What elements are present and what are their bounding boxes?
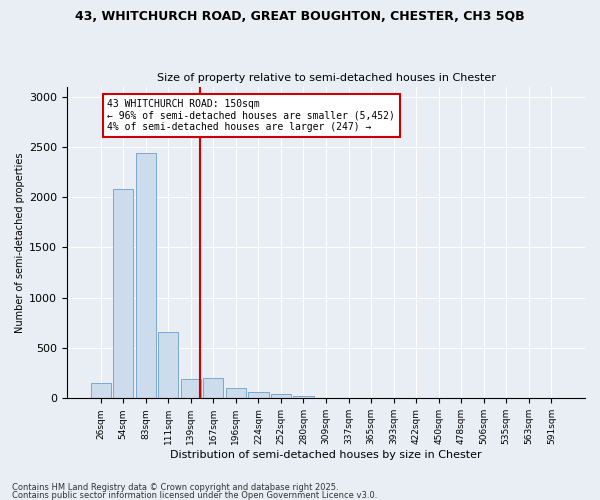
Bar bbox=[293, 396, 314, 398]
Bar bbox=[113, 189, 133, 398]
Bar bbox=[91, 383, 111, 398]
Bar bbox=[181, 378, 201, 398]
Bar bbox=[136, 153, 156, 398]
Bar bbox=[158, 332, 178, 398]
Text: 43 WHITCHURCH ROAD: 150sqm
← 96% of semi-detached houses are smaller (5,452)
4% : 43 WHITCHURCH ROAD: 150sqm ← 96% of semi… bbox=[107, 98, 395, 132]
Bar bbox=[203, 378, 223, 398]
Text: Contains HM Land Registry data © Crown copyright and database right 2025.: Contains HM Land Registry data © Crown c… bbox=[12, 484, 338, 492]
Bar bbox=[248, 392, 269, 398]
X-axis label: Distribution of semi-detached houses by size in Chester: Distribution of semi-detached houses by … bbox=[170, 450, 482, 460]
Bar bbox=[271, 394, 291, 398]
Title: Size of property relative to semi-detached houses in Chester: Size of property relative to semi-detach… bbox=[157, 73, 496, 83]
Y-axis label: Number of semi-detached properties: Number of semi-detached properties bbox=[15, 152, 25, 332]
Text: Contains public sector information licensed under the Open Government Licence v3: Contains public sector information licen… bbox=[12, 491, 377, 500]
Bar bbox=[226, 388, 246, 398]
Text: 43, WHITCHURCH ROAD, GREAT BOUGHTON, CHESTER, CH3 5QB: 43, WHITCHURCH ROAD, GREAT BOUGHTON, CHE… bbox=[75, 10, 525, 23]
